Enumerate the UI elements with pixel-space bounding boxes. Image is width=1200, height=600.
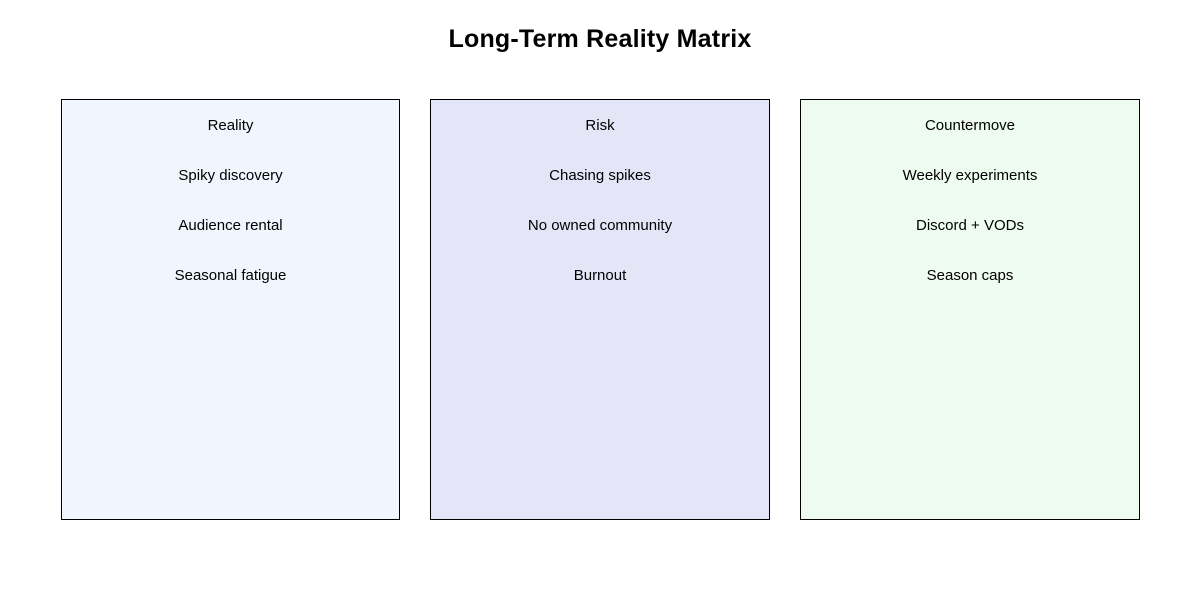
- column-countermove: Countermove Weekly experiments Discord +…: [800, 99, 1140, 520]
- cell: Seasonal fatigue: [174, 266, 287, 284]
- cell: No owned community: [527, 216, 673, 234]
- cell: Audience rental: [178, 216, 283, 234]
- column-header: Reality: [207, 116, 254, 134]
- column-header: Risk: [585, 116, 615, 134]
- page-title: Long-Term Reality Matrix: [448, 25, 752, 53]
- cell: Spiky discovery: [178, 166, 283, 184]
- column-header: Countermove: [924, 116, 1016, 134]
- cell: Weekly experiments: [902, 166, 1038, 184]
- cell: Chasing spikes: [549, 166, 651, 184]
- cell: Burnout: [573, 266, 627, 284]
- column-risk: Risk Chasing spikes No owned community B…: [430, 99, 770, 520]
- column-reality: Reality Spiky discovery Audience rental …: [61, 99, 400, 520]
- cell: Discord + VODs: [916, 216, 1024, 234]
- cell: Season caps: [926, 266, 1014, 284]
